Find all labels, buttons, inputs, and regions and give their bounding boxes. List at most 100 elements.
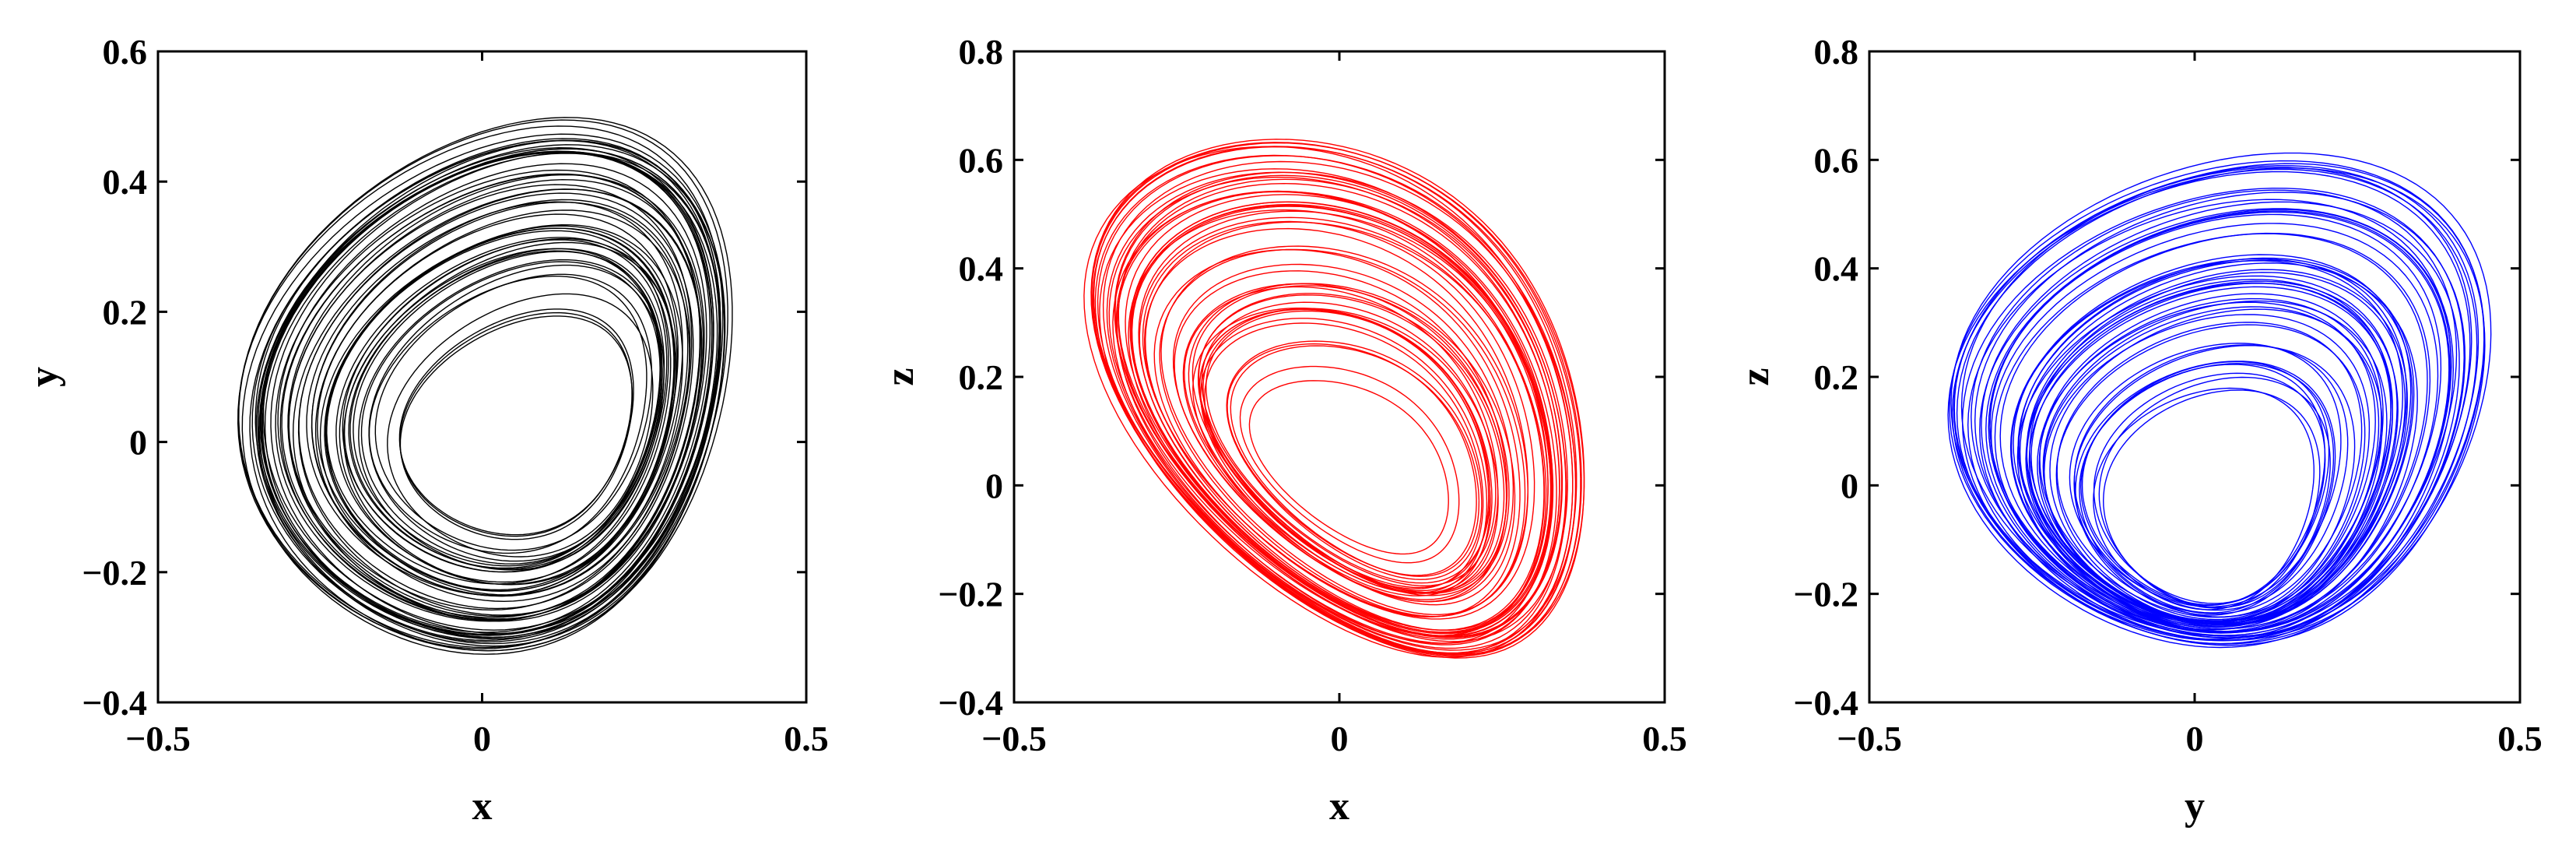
y-tick-label: 0	[129, 423, 147, 463]
y-tick-label: −0.2	[938, 575, 1003, 614]
trajectory-loop	[260, 150, 713, 635]
trajectory-loop	[349, 248, 665, 570]
trajectory-loop	[277, 163, 707, 621]
trajectory-loop	[270, 152, 721, 635]
trajectory-loop	[1204, 322, 1484, 589]
trajectory-loop	[1153, 248, 1521, 617]
trajectory-loop	[2056, 322, 2363, 614]
trajectory-loop	[238, 119, 728, 649]
trajectory-loop	[2018, 257, 2415, 626]
y-tick-label: −0.2	[82, 553, 147, 593]
trajectory-loop	[1139, 216, 1545, 631]
trajectory-loop	[254, 138, 721, 639]
trajectory-loop	[297, 188, 703, 616]
trajectory-loop	[2073, 344, 2356, 618]
trajectory	[237, 117, 733, 655]
y-tick-label: 0.4	[1814, 249, 1859, 289]
y-tick-label: −0.4	[938, 683, 1003, 723]
trajectory-loop	[1144, 221, 1547, 631]
trajectory-loop	[1226, 340, 1483, 580]
trajectory-loop	[358, 259, 665, 571]
trajectory-loop	[2043, 314, 2371, 624]
trajectory-loop	[1094, 154, 1574, 654]
trajectory-loop	[292, 188, 703, 622]
trajectory-loop	[1192, 308, 1491, 596]
trajectory-loop	[1115, 190, 1549, 636]
trajectory-loop	[1960, 163, 2485, 637]
trajectory-loop	[2073, 344, 2349, 611]
trajectory-loop	[1197, 294, 1505, 593]
y-tick-label: 0.4	[959, 249, 1004, 289]
panel-y-z: −0.5 0 0.5 −0.4 −0.2 0 0.2 0.4 0.6 0.8 y z	[1733, 32, 2543, 829]
panel-x-y: −0.5 0 0.5 −0.4 −0.2 0 0.2 0.4 0.6 x y	[22, 32, 829, 829]
trajectory-loop	[1092, 146, 1581, 657]
trajectory-loop	[1947, 168, 2478, 649]
trajectory-loop	[1956, 167, 2486, 646]
x-tick-label: 0	[2186, 719, 2204, 758]
trajectory-loop	[343, 248, 662, 573]
trajectory-loop	[2028, 286, 2394, 628]
trajectory-loop	[1953, 167, 2472, 637]
trajectory-loop	[1979, 208, 2455, 642]
y-axis-label: z	[1733, 368, 1778, 385]
trajectory-loop	[1174, 270, 1508, 600]
y-tick-label: 0.2	[959, 357, 1004, 397]
trajectory-loop	[262, 139, 721, 631]
trajectory-loop	[339, 237, 676, 586]
x-tick-label: 0	[473, 719, 491, 758]
trajectory-loop	[368, 276, 648, 554]
x-tick-label: −0.5	[981, 719, 1047, 758]
y-tick-label: 0.4	[103, 162, 148, 202]
trajectory-loop	[360, 261, 661, 565]
trajectory-loop	[1106, 171, 1567, 649]
x-tick-label: 0.5	[2497, 719, 2543, 758]
trajectory-loop	[1974, 192, 2466, 639]
y-tick-label: 0.2	[1814, 357, 1859, 397]
trajectory-loop	[399, 311, 633, 537]
y-tick-label: −0.4	[82, 683, 147, 723]
trajectory-loop	[2030, 283, 2394, 623]
trajectory-loop	[1091, 142, 1585, 659]
x-axis-label: x	[1329, 784, 1349, 829]
x-axis-label: x	[472, 784, 493, 829]
trajectory-loop	[1200, 318, 1488, 594]
x-tick-label: 0.5	[1642, 719, 1687, 758]
trajectory-loop	[1949, 160, 2486, 645]
trajectory-loop	[374, 273, 653, 551]
trajectory-loop	[1248, 380, 1449, 555]
trajectory-loop	[326, 230, 669, 585]
trajectory-loop	[1108, 176, 1560, 644]
x-tick-label: −0.5	[125, 719, 191, 758]
trajectory-loop	[1093, 146, 1578, 651]
trajectory-loop	[241, 133, 726, 655]
trajectory-loop	[1130, 201, 1552, 633]
y-tick-label: −0.2	[1793, 575, 1858, 614]
trajectory	[1083, 139, 1585, 659]
y-tick-label: 0.6	[1814, 140, 1859, 180]
trajectory-loop	[2102, 389, 2321, 609]
trajectory-loop	[387, 293, 654, 558]
trajectory-loop	[1182, 283, 1507, 603]
trajectory-loop	[2026, 269, 2409, 625]
panel-x-z: −0.5 0 0.5 −0.4 −0.2 0 0.2 0.4 0.6 0.8 x z	[878, 32, 1687, 829]
trajectory-loop	[1102, 160, 1577, 654]
trajectory-loop	[1971, 189, 2458, 633]
x-tick-label: 0.5	[784, 719, 829, 758]
x-tick-label: 0	[1331, 719, 1349, 758]
trajectory-loop	[287, 174, 705, 617]
trajectory-loop	[1981, 201, 2460, 639]
trajectory-loop	[1116, 191, 1557, 646]
trajectory-loop	[2042, 300, 2388, 626]
y-tick-label: 0.2	[103, 292, 148, 332]
trajectory-loop	[1160, 245, 1528, 616]
trajectory-loop	[306, 201, 683, 596]
trajectory-loop	[1239, 365, 1460, 564]
trajectory-loop	[324, 227, 676, 593]
trajectory-loop	[1114, 174, 1563, 638]
trajectory-loop	[237, 125, 724, 649]
trajectory-loop	[1118, 178, 1563, 639]
trajectory-loop	[1172, 263, 1514, 603]
trajectory-loop	[1142, 220, 1535, 620]
trajectory-loop	[1131, 203, 1553, 637]
trajectory	[1947, 152, 2492, 649]
